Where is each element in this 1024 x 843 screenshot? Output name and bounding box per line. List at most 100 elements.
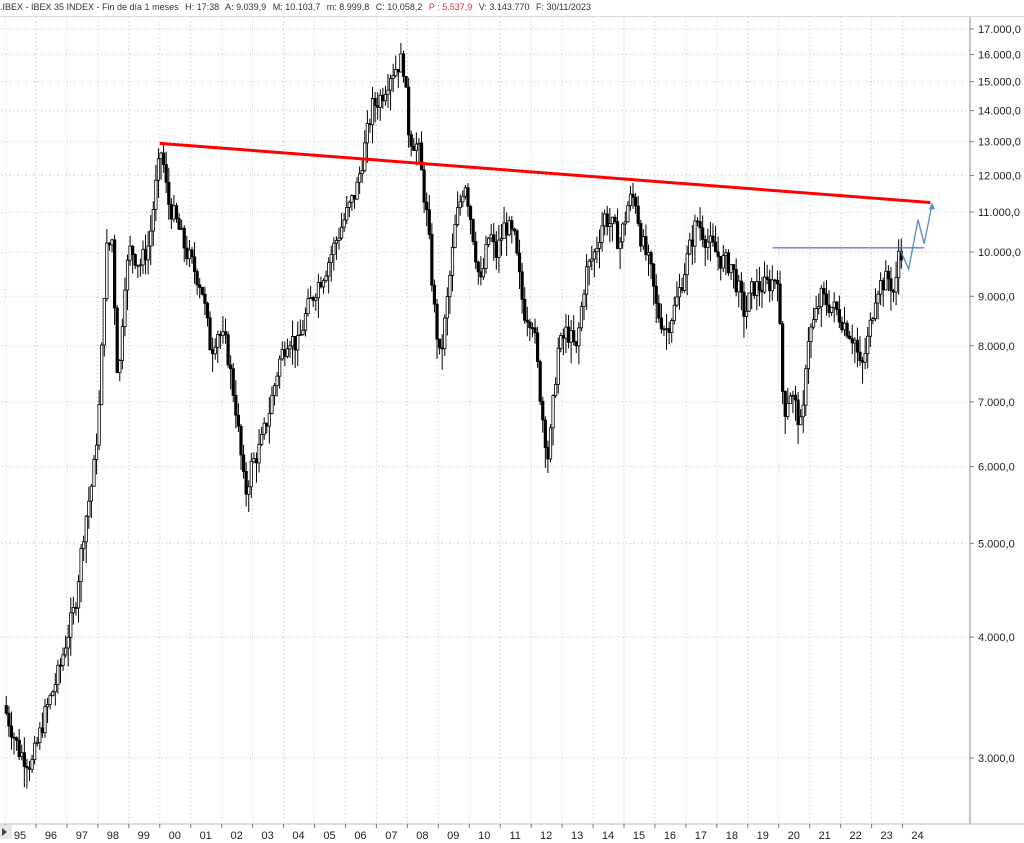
candle-body [254,458,259,464]
candle-body [533,327,537,334]
candle-body [386,89,390,95]
candle-body [690,239,694,247]
candle-body [634,196,638,207]
candle [298,319,302,336]
candle-body [538,361,542,402]
candle [123,277,127,337]
candle-body [721,255,725,269]
candle [608,208,612,243]
candle-body [822,287,826,295]
candle-body [180,227,184,230]
candle-body [546,447,550,460]
candle-body [118,360,122,374]
candle [853,336,857,364]
candle [881,277,885,307]
candle-body [376,105,380,108]
candle-body [100,344,104,405]
play-icon[interactable] [2,828,7,836]
chart-header: .IBEX - IBEX 35 INDEX - Fin de día 1 mes… [0,0,1024,17]
candle-body [476,261,480,273]
candle [64,635,68,658]
candle-body [241,454,246,472]
candle [223,318,228,344]
candle-body [631,193,635,198]
candle-body [515,230,519,254]
candle [303,307,308,337]
candle-body [4,704,8,714]
candle [257,429,261,473]
candle [463,184,467,200]
candle-body [481,268,486,278]
y-tick-label: 12.000,0 [978,170,1021,182]
candle [574,341,578,354]
close-label: C: 10.058,2 [375,2,423,12]
candle-body [319,281,323,288]
candle-body [827,304,831,313]
candle [407,77,411,148]
candle-body [358,173,362,183]
candle [664,313,669,350]
candle [770,265,774,301]
x-tick-label: 95 [14,830,26,842]
candle [873,288,878,322]
candle-body [757,281,762,291]
candle-body [107,242,112,246]
candle [809,323,813,359]
candle [744,295,749,329]
candle-body [84,515,88,543]
x-tick-label: 08 [416,830,428,842]
candle-body [218,334,222,337]
candle [270,386,274,415]
candle-body [646,252,651,256]
x-tick-label: 97 [76,830,88,842]
candle [556,337,560,394]
candle-body [27,767,32,770]
candle-body [597,242,602,249]
candle [897,239,901,295]
candle-body [876,293,880,304]
candle [164,151,168,194]
candle [404,75,408,88]
candle [234,380,238,429]
candle [891,288,896,302]
candle [143,234,148,275]
candle-body [675,296,679,306]
candle-body [796,399,800,426]
candle [507,216,511,237]
candle-body [463,187,467,197]
candle-body [502,222,506,239]
candle-body [773,279,777,282]
candle-body [262,422,266,435]
candle [254,452,259,483]
candle [275,372,279,397]
candle [670,318,674,343]
candle [198,278,202,299]
candle-body [572,330,576,343]
candle [448,270,452,314]
open-label: A: 9.039,9 [225,2,267,12]
candle-body [626,205,630,223]
candle [871,316,875,325]
candle [293,336,297,369]
candle-body [657,302,661,319]
candle-body [20,752,24,758]
candle-body [804,368,808,406]
candle-body [430,233,434,286]
candle-body [316,281,320,299]
candle-body [309,297,313,300]
candle-body [737,280,741,293]
candle-body [778,283,782,325]
candle [110,238,114,253]
candle-body [448,275,452,298]
candle [236,403,241,433]
candle-body [198,284,202,288]
candle [363,130,367,173]
candle [703,235,707,267]
candle-body [293,336,297,351]
price-chart[interactable]: 3.000,0 4.000,0 5.000,0 6.000,0 7.000,0 8.000… [0,17,1024,843]
candle-body [156,158,161,181]
candle-body [703,239,707,249]
x-tick-label: 20 [788,830,800,842]
candle [146,231,150,275]
y-tick-label: 10.000,0 [978,247,1021,259]
